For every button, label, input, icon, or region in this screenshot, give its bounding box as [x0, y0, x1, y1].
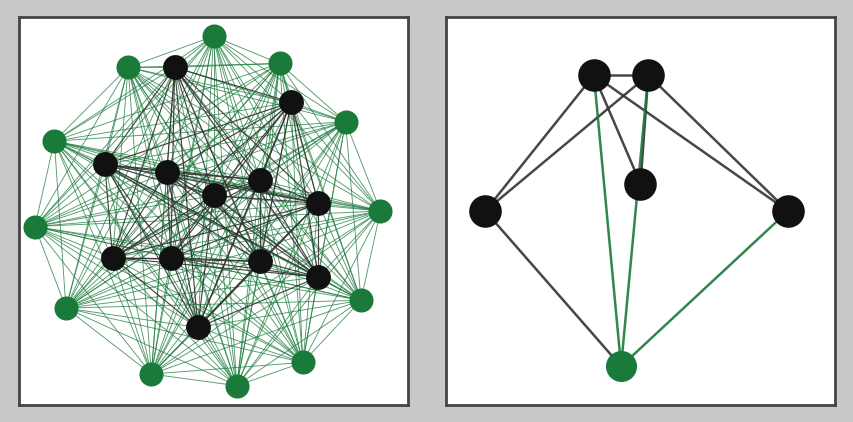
Point — [272, 60, 286, 67]
Point — [296, 359, 310, 366]
Point — [641, 72, 654, 78]
Point — [106, 254, 119, 261]
Point — [59, 305, 73, 311]
Point — [229, 382, 243, 389]
Point — [633, 181, 647, 187]
Point — [780, 208, 794, 214]
Point — [191, 324, 205, 331]
Point — [144, 371, 158, 377]
Point — [253, 258, 267, 265]
Point — [28, 223, 42, 230]
Point — [613, 363, 627, 370]
Point — [160, 169, 173, 176]
Point — [168, 64, 182, 71]
Point — [586, 72, 600, 78]
Point — [311, 273, 325, 280]
Point — [48, 138, 61, 144]
Point — [284, 99, 298, 106]
Point — [373, 208, 386, 214]
Point — [311, 200, 325, 207]
Point — [339, 118, 352, 125]
Point — [121, 64, 135, 71]
Point — [206, 33, 220, 40]
Point — [164, 254, 177, 261]
Point — [478, 208, 491, 214]
Point — [206, 192, 220, 199]
Point — [253, 176, 267, 183]
Point — [98, 161, 112, 168]
Point — [354, 297, 368, 304]
